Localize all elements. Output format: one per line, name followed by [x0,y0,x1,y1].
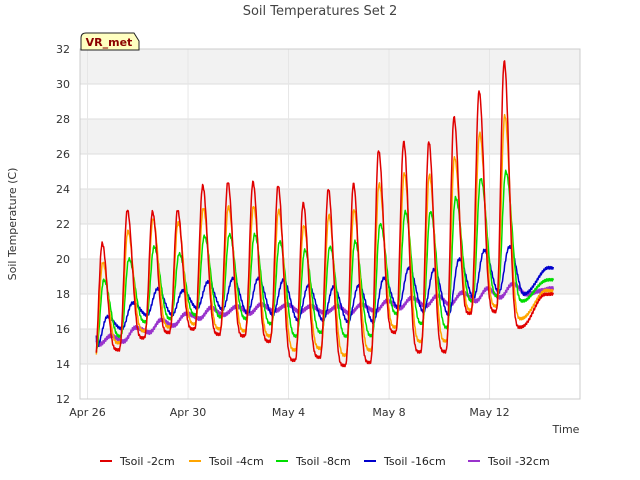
y-tick-label: 22 [56,218,70,231]
series-line-tsoil2cm [95,60,555,368]
y-tick-label: 18 [56,288,70,301]
legend-label: Tsoil -2cm [119,455,175,468]
y-axis-title: Soil Temperature (C) [6,168,19,281]
y-tick-label: 12 [56,393,70,406]
x-tick-label: May 8 [372,406,405,419]
plot-background-bands [80,49,580,364]
legend-label: Tsoil -8cm [295,455,351,468]
y-tick-label: 28 [56,113,70,126]
y-tick-label: 26 [56,148,70,161]
legend-label: Tsoil -32cm [487,455,550,468]
x-axis-title: Time [552,423,580,436]
legend-label: Tsoil -16cm [383,455,446,468]
series-lines [95,60,555,368]
legend: Tsoil -2cm Tsoil -4cm Tsoil -8cm Tsoil -16c… [100,455,550,468]
x-axis-tick-labels: Apr 26 Apr 30 May 4 May 8 May 12 [69,406,509,419]
background-band [80,49,580,84]
station-badge: VR_met [80,32,140,51]
background-band [80,329,580,364]
y-tick-label: 30 [56,78,70,91]
y-tick-label: 32 [56,43,70,56]
chart-title: Soil Temperatures Set 2 [243,4,398,19]
x-tick-label: Apr 30 [170,406,207,419]
y-axis-tick-labels: 12 14 16 18 20 22 24 26 28 30 32 [56,43,70,406]
x-tick-label: Apr 26 [69,406,106,419]
grid-lines [80,48,580,400]
x-tick-label: May 12 [469,406,509,419]
badge-label: VR_met [86,36,133,49]
y-tick-label: 16 [56,323,70,336]
background-band [80,119,580,154]
badge-shape [80,32,140,51]
x-tick-label: May 4 [272,406,305,419]
y-tick-label: 20 [56,253,70,266]
legend-label: Tsoil -4cm [208,455,264,468]
y-tick-label: 14 [56,358,70,371]
plot-area-border [79,48,581,400]
y-tick-label: 24 [56,183,70,196]
